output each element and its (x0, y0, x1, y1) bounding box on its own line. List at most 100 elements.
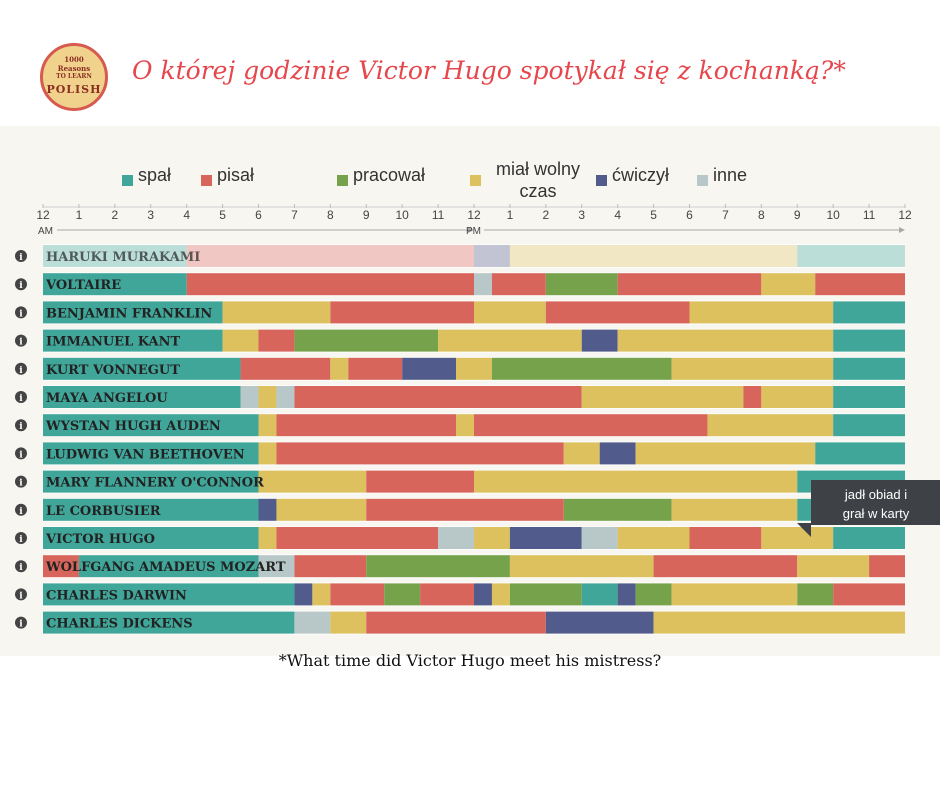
info-icon[interactable] (15, 250, 27, 262)
bar-segment-sleep (43, 527, 259, 549)
bar-segment-leisure (671, 583, 798, 606)
bar-segment-leisure (456, 414, 474, 437)
x-tick-label: 9 (363, 208, 370, 222)
x-tick-label: 12 (898, 208, 912, 222)
info-icon[interactable] (15, 560, 27, 573)
bar-segment-work (635, 583, 672, 606)
info-icon[interactable] (15, 278, 27, 291)
info-icon[interactable] (15, 447, 27, 460)
info-icon-glyph: i (19, 366, 23, 376)
info-icon-glyph: i (19, 309, 23, 319)
legend-label-exercise: ćwiczył (612, 165, 669, 185)
bar-segment-write (366, 498, 564, 521)
bar-segment-other (474, 273, 492, 296)
info-icon[interactable] (15, 532, 27, 544)
footnote: *What time did Victor Hugo meet his mist… (278, 651, 662, 670)
bar-segment-sleep (833, 527, 905, 549)
legend-label-work: pracował (353, 165, 426, 185)
info-icon-glyph: i (19, 507, 23, 517)
info-icon[interactable] (15, 419, 27, 432)
bar-segment-write (330, 583, 385, 606)
row-label: KURT VONNEGUT (46, 363, 180, 378)
bar-segment-leisure (509, 555, 654, 578)
legend-swatch-sleep (122, 175, 133, 186)
bar-segment-sleep (833, 414, 905, 437)
bar-segment-write (330, 301, 474, 324)
bar-segment-other (581, 527, 618, 549)
legend-label-sleep: spał (138, 165, 172, 185)
bar-segment-leisure (330, 357, 349, 380)
info-icon[interactable] (15, 334, 27, 347)
bar-segment-leisure (617, 527, 690, 549)
info-icon-glyph: i (19, 450, 23, 460)
bar-segment-leisure (491, 583, 510, 606)
bar-segment-leisure (222, 329, 259, 352)
bar-segment-leisure (617, 329, 834, 352)
x-tick-label: 4 (183, 208, 190, 222)
x-tick-label: 5 (219, 208, 226, 222)
bar-segment-work (563, 498, 672, 521)
row-label: WYSTAN HUGH AUDEN (45, 419, 221, 434)
bar-segment-exercise (402, 357, 457, 380)
bar-segment-leisure (438, 329, 582, 352)
bar-segment-leisure (276, 498, 367, 521)
bar-segment-work (491, 357, 672, 380)
x-tick-label: 7 (291, 208, 298, 222)
bar-segment-sleep (797, 245, 905, 267)
logo-line-3: TO LEARN (56, 73, 92, 80)
row-label: WOLFGANG AMADEUS MOZART (45, 560, 286, 575)
info-icon[interactable] (15, 503, 27, 516)
bar-segment-leisure (797, 555, 870, 578)
row-label: MAYA ANGELOU (46, 391, 168, 406)
x-tick-label: 8 (758, 208, 765, 222)
row-background (43, 244, 905, 268)
row-label: LE CORBUSIER (46, 504, 161, 519)
x-tick-label: 11 (863, 208, 876, 222)
info-icon[interactable] (15, 391, 27, 403)
legend-swatch-exercise (596, 175, 607, 186)
bar-segment-work (797, 583, 834, 606)
bar-segment-sleep (43, 357, 241, 380)
bar-segment-sleep (43, 470, 259, 493)
pm-arrow-head (899, 227, 905, 233)
x-tick-label: 8 (327, 208, 334, 222)
bar-segment-exercise (599, 442, 636, 465)
bar-segment-work (366, 555, 510, 578)
bar-segment-work (545, 273, 618, 296)
legend-swatch-work (337, 175, 348, 186)
info-icon-glyph: i (19, 591, 23, 601)
row-label: LUDWIG VAN BEETHOVEN (46, 447, 245, 462)
x-tick-label: 10 (826, 208, 840, 222)
bar-segment-write (743, 386, 762, 408)
info-icon[interactable] (15, 362, 27, 375)
bar-segment-write (617, 273, 762, 296)
bar-segment-work (294, 329, 439, 352)
bar-segment-other (276, 386, 295, 408)
info-icon-glyph: i (19, 479, 23, 489)
row-label: BENJAMIN FRANKLIN (46, 306, 212, 321)
bar-segment-leisure (509, 245, 798, 267)
bar-segment-leisure (761, 527, 834, 549)
info-icon[interactable] (15, 616, 27, 629)
bar-segment-other (438, 527, 474, 549)
bar-segment-leisure (258, 470, 367, 493)
bar-segment-sleep (833, 357, 905, 380)
bar-segment-leisure (258, 442, 277, 465)
bar-segment-sleep (43, 386, 241, 408)
info-icon[interactable] (15, 588, 27, 601)
logo-line-4: POLISH (46, 83, 102, 96)
bar-segment-write (833, 583, 905, 606)
row-label: VOLTAIRE (45, 278, 121, 293)
bar-segment-exercise (581, 329, 618, 352)
bar-segment-write (491, 273, 546, 296)
bar-segment-leisure (474, 470, 798, 493)
bar-segment-write (420, 583, 474, 606)
info-icon[interactable] (15, 306, 27, 319)
bar-segment-sleep (581, 583, 618, 606)
logo-line-2: Reasons (57, 64, 91, 73)
x-tick-label: 10 (395, 208, 409, 222)
info-icon[interactable] (15, 475, 27, 488)
bar-segment-write (474, 414, 708, 437)
info-icon-glyph: i (19, 253, 23, 263)
tooltip-line-2: grał w karty (842, 506, 910, 521)
